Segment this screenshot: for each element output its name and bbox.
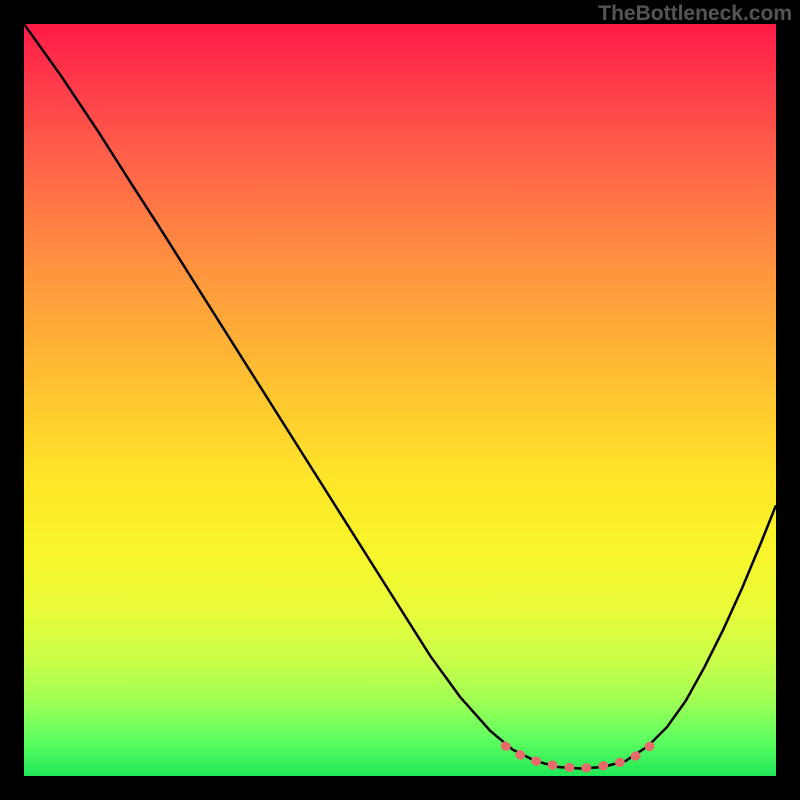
curve-layer [24,24,776,776]
chart-canvas: TheBottleneck.com [0,0,800,800]
plot-area [24,24,776,776]
bottleneck-curve [24,24,776,768]
watermark-text: TheBottleneck.com [598,2,792,26]
